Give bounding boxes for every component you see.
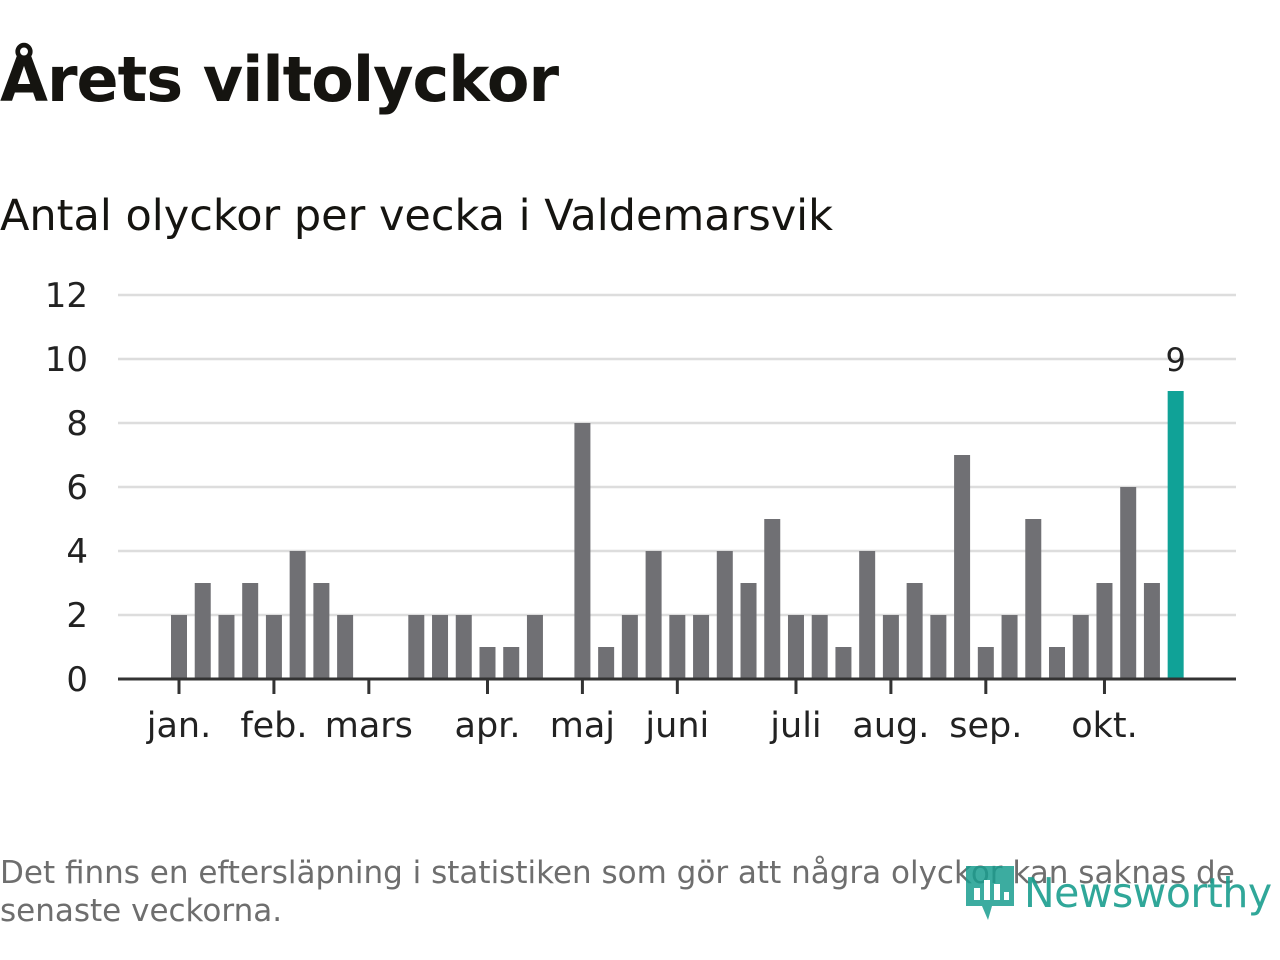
bar-week-21 [645, 551, 662, 679]
bar-week-3 [218, 615, 235, 679]
bar-week-41 [1120, 487, 1137, 679]
bar-week-19 [598, 647, 615, 679]
bar-week-29 [835, 647, 852, 679]
x-tick-label-jan: jan. [146, 706, 211, 746]
chart-title: Årets viltolyckor [0, 43, 559, 116]
bar-week-22 [669, 615, 686, 679]
bar-week-42 [1143, 583, 1160, 679]
bar-week-39 [1072, 615, 1089, 679]
y-tick-label-4: 4 [66, 532, 88, 572]
bar-week-36 [1001, 615, 1018, 679]
footnote: Det finns en eftersläpning i statistiken… [0, 855, 1235, 929]
bar-week-5 [265, 615, 282, 679]
grid-lines [118, 293, 1236, 617]
bar-week-38 [1049, 647, 1066, 679]
bar-week-26 [764, 519, 781, 679]
bar-week-2 [194, 583, 211, 679]
x-axis [118, 677, 1236, 694]
bar-week-1 [171, 615, 187, 679]
y-tick-label-12: 12 [45, 276, 88, 316]
y-tick-label-2: 2 [66, 596, 88, 636]
y-tick-label-0: 0 [66, 660, 88, 700]
newsworthy-logo-text: Newsworthy [1024, 869, 1272, 917]
bar-week-32 [906, 583, 923, 679]
bars [171, 391, 1184, 679]
bar-week-13 [455, 615, 472, 679]
y-tick-label-8: 8 [66, 404, 88, 444]
bar-week-23 [693, 615, 710, 679]
bar-week-27 [787, 615, 804, 679]
bar-week-6 [289, 551, 306, 679]
bar-week-12 [432, 615, 449, 679]
bar-week-43 [1167, 391, 1184, 679]
highlight-data-label: 9 [1165, 341, 1185, 379]
axis-labels: 0 2 4 6 8 10 12 9 jan. feb. mars apr. maj juni juli aug… [45, 276, 1186, 746]
bar-week-20 [621, 615, 638, 679]
x-tick-label-juli: juli [769, 706, 821, 746]
bar-week-30 [859, 551, 876, 679]
bar-week-14 [479, 647, 496, 679]
bar-week-37 [1025, 519, 1042, 679]
x-tick-label-juni: juni [644, 706, 709, 746]
bar-week-15 [503, 647, 520, 679]
chart-subtitle: Antal olyckor per vecka i Valdemarsvik [0, 191, 834, 241]
x-tick-label-apr: apr. [455, 706, 521, 746]
x-tick-label-maj: maj [550, 706, 615, 746]
bar-week-28 [811, 615, 828, 679]
y-tick-label-6: 6 [66, 468, 88, 508]
bar-week-40 [1096, 583, 1113, 679]
x-tick-label-mars: mars [325, 706, 413, 746]
bar-week-11 [408, 615, 425, 679]
bar-chart: 0 2 4 6 8 10 12 9 jan. feb. mars apr. maj juni juli aug… [45, 276, 1236, 746]
bar-week-16 [526, 615, 543, 679]
bar-week-35 [977, 647, 994, 679]
y-tick-label-10: 10 [45, 340, 88, 380]
bar-week-34 [954, 455, 971, 679]
x-tick-label-aug: aug. [852, 706, 929, 746]
bar-week-8 [337, 615, 354, 679]
newsworthy-logo: Newsworthy [962, 858, 1272, 928]
x-tick-label-sep: sep. [949, 706, 1022, 746]
newsworthy-logo-icon [966, 866, 1014, 920]
bar-week-4 [242, 583, 259, 679]
bar-week-7 [313, 583, 330, 679]
bar-week-18 [574, 423, 591, 679]
x-tick-label-okt: okt. [1071, 706, 1138, 746]
bar-week-33 [930, 615, 947, 679]
bar-week-31 [882, 615, 899, 679]
bar-week-24 [716, 551, 733, 679]
bar-week-25 [740, 583, 757, 679]
x-tick-label-feb: feb. [240, 706, 307, 746]
